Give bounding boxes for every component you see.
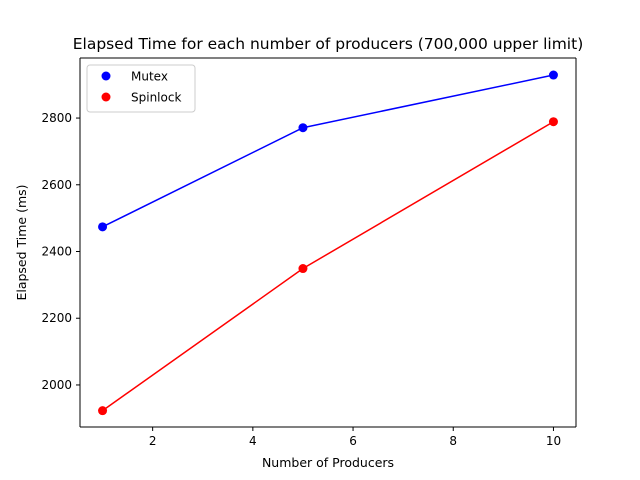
x-tick-label: 2 bbox=[149, 434, 157, 448]
x-tick-label: 8 bbox=[449, 434, 457, 448]
y-tick-label: 2600 bbox=[41, 178, 72, 192]
series-layer bbox=[98, 70, 558, 416]
chart-title: Elapsed Time for each number of producer… bbox=[73, 35, 584, 53]
legend-label-mutex: Mutex bbox=[131, 70, 168, 84]
y-tick-label: 2200 bbox=[41, 311, 72, 325]
data-point-spinlock bbox=[298, 264, 308, 274]
axes-layer bbox=[79, 57, 577, 428]
y-tick-label: 2000 bbox=[41, 378, 72, 392]
data-point-mutex bbox=[548, 70, 558, 80]
y-tick-label: 2400 bbox=[41, 245, 72, 259]
plot-area bbox=[80, 58, 576, 427]
x-axis-label: Number of Producers bbox=[262, 455, 394, 470]
ticks-layer: 2 4 6 8 10 2000 2200 2400 2600 2800 bbox=[41, 111, 561, 448]
legend-marker-mutex bbox=[101, 71, 111, 81]
data-point-spinlock bbox=[548, 117, 558, 127]
x-tick-label: 6 bbox=[349, 434, 357, 448]
y-tick-label: 2800 bbox=[41, 111, 72, 125]
legend: Mutex Spinlock bbox=[86, 64, 196, 113]
data-point-mutex bbox=[298, 123, 308, 133]
x-tick-label: 4 bbox=[249, 434, 257, 448]
data-point-mutex bbox=[98, 222, 108, 232]
legend-label-spinlock: Spinlock bbox=[131, 91, 181, 105]
legend-marker-spinlock bbox=[101, 92, 111, 102]
data-point-spinlock bbox=[98, 406, 108, 416]
y-axis-label: Elapsed Time (ms) bbox=[14, 184, 29, 300]
x-tick-label: 10 bbox=[546, 434, 561, 448]
legend-frame bbox=[86, 64, 196, 113]
